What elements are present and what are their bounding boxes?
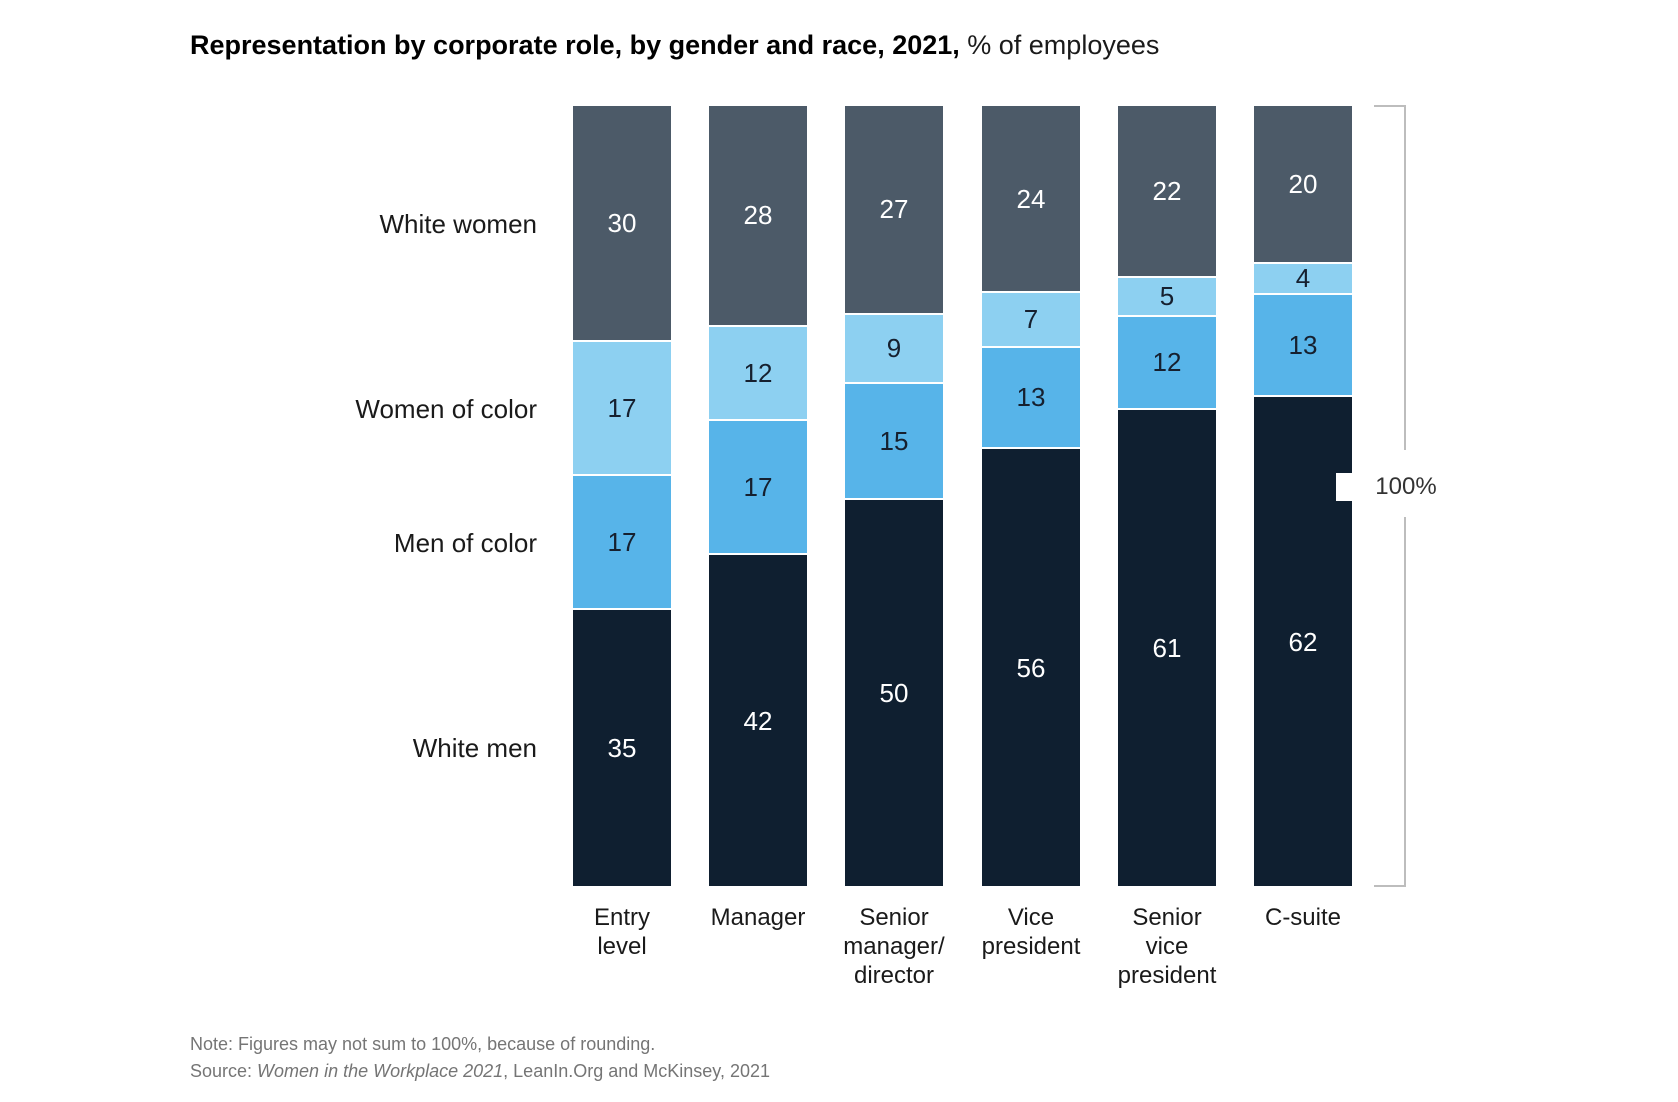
footer-source-title: Women in the Workplace 2021 (257, 1061, 504, 1081)
segment-value: 56 (1016, 652, 1046, 683)
footer-source-prefix: Source: (190, 1061, 258, 1081)
category-label: Senior vice president (1117, 904, 1217, 989)
segment-value: 62 (1288, 626, 1318, 657)
segment-value: 50 (879, 677, 909, 708)
bar-c-suite: 20 4 13 62 (1254, 106, 1352, 886)
bar-entry-level: 30 17 17 35 (573, 106, 671, 886)
chart-title-unit: % of employees (959, 30, 1160, 60)
footer-source-suffix: , LeanIn.Org and McKinsey, 2021 (503, 1061, 770, 1081)
segment-white-women: 20 (1254, 106, 1352, 264)
category-label: Manager (710, 904, 806, 931)
segment-value: 35 (607, 733, 637, 764)
footer: Note: Figures may not sum to 100%, becau… (190, 1031, 770, 1085)
segment-value: 15 (879, 425, 909, 456)
bar-senior-manager-director: 27 9 15 50 (845, 106, 943, 886)
footer-source: Source: Women in the Workplace 2021, Lea… (190, 1058, 770, 1085)
segment-white-men: 42 (709, 555, 807, 886)
segment-value: 17 (607, 527, 637, 558)
segment-white-women: 30 (573, 106, 671, 343)
category-label: Entry level (593, 904, 650, 960)
category-label: Vice president (981, 904, 1081, 960)
segment-value: 17 (743, 472, 773, 503)
segment-men-of-color: 17 (573, 476, 671, 611)
segment-white-men: 35 (573, 610, 671, 886)
segment-value: 13 (1288, 330, 1318, 361)
segment-value: 61 (1152, 633, 1182, 664)
chart-title: Representation by corporate role, by gen… (190, 28, 1159, 62)
segment-value: 13 (1016, 382, 1046, 413)
segment-value: 42 (743, 705, 773, 736)
segment-value: 28 (743, 200, 773, 231)
segment-value: 17 (607, 393, 637, 424)
bracket-bottom-tick (1374, 885, 1406, 887)
bracket-lower-line (1404, 517, 1406, 887)
segment-men-of-color: 17 (709, 421, 807, 556)
segment-men-of-color: 12 (1118, 316, 1216, 411)
footer-note: Note: Figures may not sum to 100%, becau… (190, 1034, 656, 1054)
segment-value: 5 (1159, 281, 1175, 312)
series-label-white-men: White men (412, 733, 537, 763)
segment-women-of-color: 5 (1118, 277, 1216, 317)
segment-women-of-color: 4 (1254, 263, 1352, 296)
segment-value: 7 (1023, 304, 1039, 335)
segment-white-women: 24 (982, 106, 1080, 294)
segment-value: 24 (1016, 183, 1046, 214)
segment-white-men: 56 (982, 449, 1080, 886)
segment-white-men: 62 (1254, 397, 1352, 886)
series-label-men-of-color: Men of color (393, 528, 537, 558)
segment-white-men: 61 (1118, 410, 1216, 886)
segment-value: 9 (886, 333, 902, 364)
bracket-top-tick (1374, 105, 1406, 107)
segment-value: 27 (879, 194, 909, 225)
segment-white-women: 28 (709, 106, 807, 327)
segment-value: 12 (743, 357, 773, 388)
segment-value: 20 (1288, 168, 1318, 199)
segment-women-of-color: 9 (845, 314, 943, 384)
segment-women-of-color: 17 (573, 342, 671, 477)
bar-manager: 28 12 17 42 (709, 106, 807, 886)
segment-value: 12 (1152, 347, 1182, 378)
segment-value: 4 (1295, 263, 1311, 294)
segment-women-of-color: 7 (982, 293, 1080, 348)
segment-men-of-color: 13 (1254, 295, 1352, 398)
bracket-upper-line (1404, 105, 1406, 450)
segment-men-of-color: 15 (845, 384, 943, 500)
category-label: C-suite (1264, 904, 1342, 931)
category-label: Senior manager/ director (843, 904, 945, 989)
series-label-white-women: White women (379, 209, 538, 239)
segment-value: 22 (1152, 175, 1182, 206)
segment-men-of-color: 13 (982, 347, 1080, 450)
chart-title-main: Representation by corporate role, by gen… (190, 30, 960, 60)
segment-white-men: 50 (845, 499, 943, 886)
series-label-women-of-color: Women of color (355, 394, 537, 424)
segment-white-women: 27 (845, 106, 943, 315)
bar-vice-president: 24 7 13 56 (982, 106, 1080, 886)
segment-women-of-color: 12 (709, 326, 807, 422)
segment-value: 30 (607, 208, 637, 239)
bar-senior-vice-president: 22 5 12 61 (1118, 106, 1216, 886)
bracket-label: 100% (1336, 473, 1476, 501)
segment-white-women: 22 (1118, 106, 1216, 278)
